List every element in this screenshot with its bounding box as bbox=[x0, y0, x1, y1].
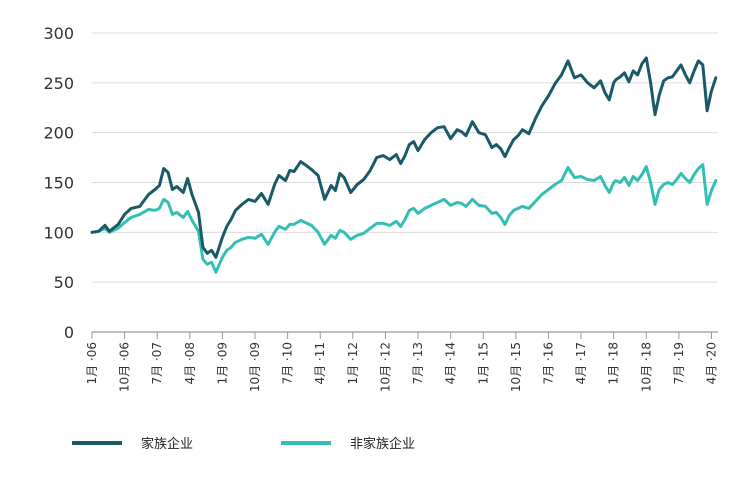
x-tick-label: 10月 ·15 bbox=[509, 342, 523, 392]
x-tick-label: 1月 ·06 bbox=[85, 342, 99, 385]
series-line-nonfamily bbox=[90, 163, 718, 274]
x-tick-label: 7月 ·07 bbox=[150, 342, 164, 385]
y-axis: 0 50 100 150 200 250 300 bbox=[43, 24, 74, 342]
y-tick-label: 50 bbox=[54, 273, 74, 292]
legend: 家族企业 非家族企业 bbox=[72, 436, 415, 452]
x-tick-label: 7月 ·10 bbox=[281, 342, 295, 385]
legend-label-family: 家族企业 bbox=[141, 436, 193, 452]
x-tick-label: 4月 ·08 bbox=[183, 342, 197, 385]
x-tick-label: 7月 ·19 bbox=[672, 342, 686, 385]
legend-label-nonfamily: 非家族企业 bbox=[350, 436, 415, 452]
y-tick-label: 150 bbox=[43, 174, 74, 193]
y-tick-label: 300 bbox=[43, 24, 74, 43]
series-line-family bbox=[90, 56, 718, 259]
series-layer bbox=[90, 56, 718, 274]
x-tick-label: 4月 ·11 bbox=[313, 342, 327, 385]
x-tick-label: 10月 ·09 bbox=[248, 342, 262, 392]
x-tick-label: 1月 ·18 bbox=[607, 342, 621, 385]
x-tick-label: 7月 ·13 bbox=[411, 342, 425, 385]
x-tick-label: 1月 ·09 bbox=[215, 342, 229, 385]
y-tick-label: 100 bbox=[43, 223, 74, 242]
x-tick-label: 10月 ·18 bbox=[639, 342, 653, 392]
y-tick-label: 250 bbox=[43, 74, 74, 93]
y-tick-label: 0 bbox=[64, 323, 74, 342]
x-tick-label: 10月 ·06 bbox=[118, 342, 132, 392]
x-tick-label: 4月 ·20 bbox=[704, 342, 718, 385]
x-tick-label: 1月 ·12 bbox=[346, 342, 360, 385]
x-tick-label: 4月 ·17 bbox=[574, 342, 588, 385]
x-tick-label: 1月 ·15 bbox=[476, 342, 490, 385]
x-tick-label: 4月 ·14 bbox=[444, 342, 458, 385]
x-tick-label: 10月 ·12 bbox=[378, 342, 392, 392]
x-axis: 1月 ·06 10月 ·06 7月 ·07 4月 ·08 1月 ·09 10月 ·09 7月… bbox=[85, 332, 718, 392]
x-tick-label: 7月 ·16 bbox=[541, 342, 555, 385]
y-tick-label: 200 bbox=[43, 124, 74, 143]
